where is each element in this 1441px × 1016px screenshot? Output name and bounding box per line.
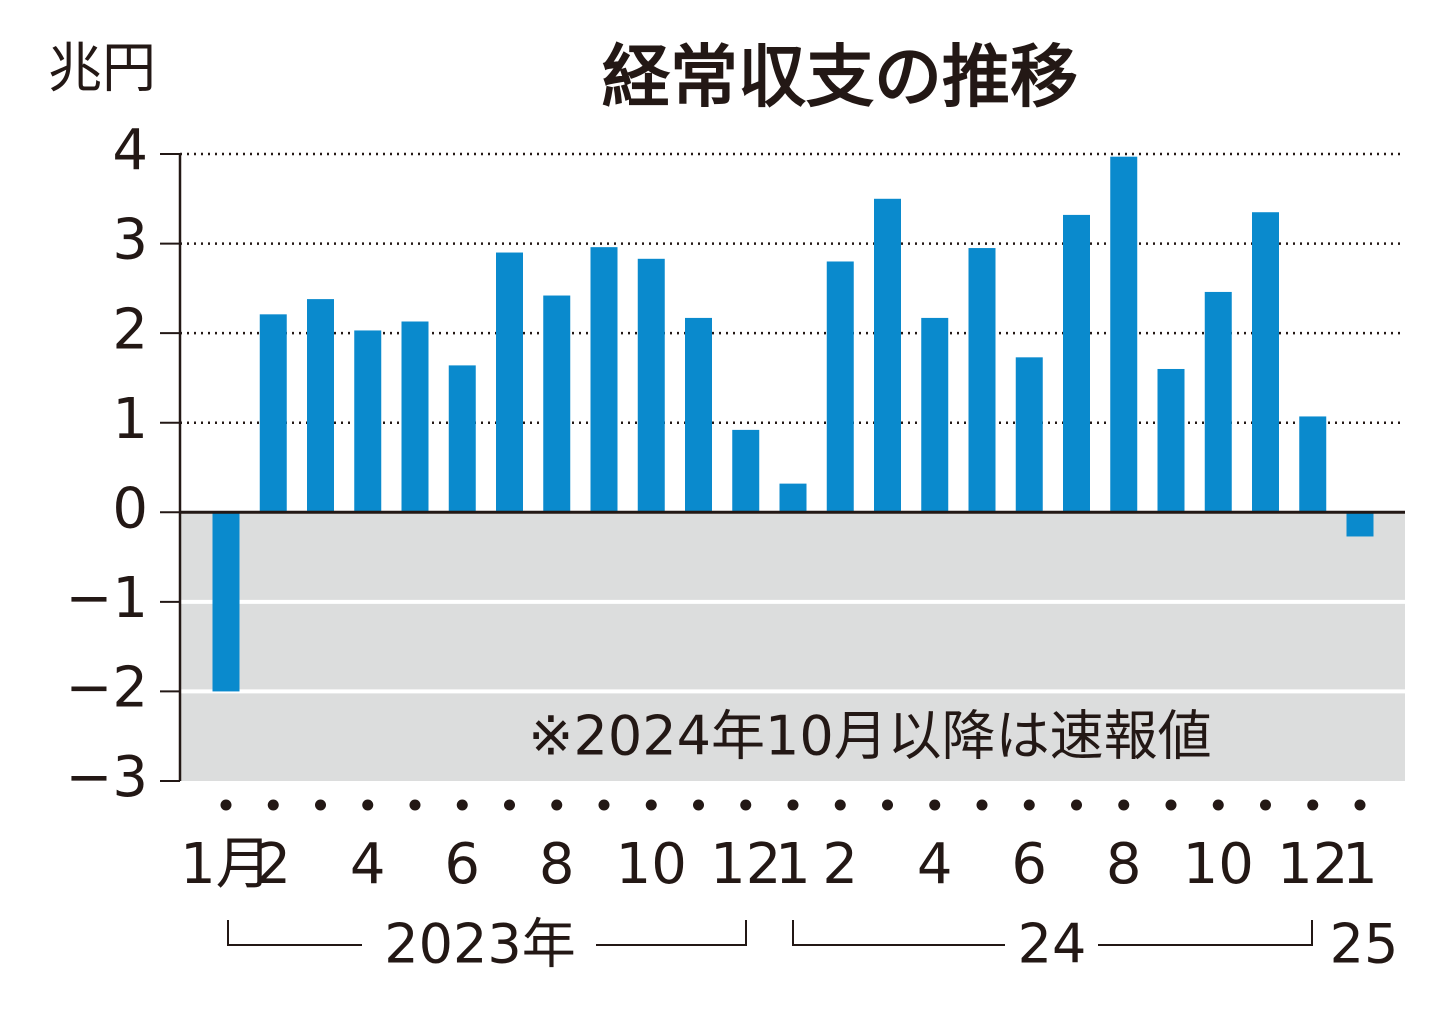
category-dot [1212, 799, 1224, 811]
bar [1299, 416, 1327, 513]
bar [1252, 212, 1279, 513]
bar [1157, 368, 1185, 513]
category-dot [929, 799, 941, 811]
bar [1204, 291, 1232, 513]
bar [779, 483, 807, 513]
negative-region [180, 512, 1405, 781]
bar [732, 429, 760, 513]
bracket [596, 920, 747, 946]
category-dot [551, 799, 563, 811]
bar [826, 261, 854, 513]
category-dot [1354, 799, 1366, 811]
category-dot [1260, 799, 1271, 811]
y-tick-label: 0 [112, 476, 148, 541]
category-dot [456, 799, 468, 811]
bar [921, 317, 949, 513]
category-dot [976, 799, 988, 811]
x-tick-label: 8 [1106, 832, 1142, 897]
category-dot [645, 799, 657, 811]
category-dot [1118, 799, 1130, 811]
bar [1063, 214, 1090, 513]
bar [354, 330, 382, 513]
y-tick-label: −2 [65, 656, 148, 721]
x-tick-label: 4 [917, 832, 953, 897]
bar [637, 258, 665, 513]
y-tick-label: 2 [112, 297, 148, 362]
bar [448, 365, 476, 513]
category-dot [882, 799, 893, 811]
y-tick-label: −1 [65, 566, 148, 631]
annotation: ※2024年10月以降は速報値 [528, 705, 1211, 768]
x-tick-label: 10 [616, 832, 687, 897]
y-tick-label: 3 [112, 208, 148, 273]
bar [401, 321, 429, 513]
x-tick-label: 1 [775, 832, 811, 897]
x-tick-label: 8 [539, 832, 575, 897]
bar [685, 317, 712, 513]
bar [968, 248, 996, 513]
bracket [227, 920, 362, 946]
chart-title: 経常収支の推移 [602, 39, 1078, 118]
x-tick-label: 6 [444, 832, 480, 897]
bar [307, 299, 334, 513]
category-dot [315, 799, 326, 811]
bar [1015, 357, 1043, 513]
x-tick-label: 1月 [180, 832, 272, 897]
category-dot [693, 799, 704, 811]
y-tick-label: 1 [112, 387, 148, 452]
x-tick-label: 10 [1183, 832, 1254, 897]
x-tick-label: 12 [1277, 832, 1348, 897]
group-label: 24 [1018, 913, 1087, 976]
category-dot [1307, 799, 1319, 811]
bracket [1098, 920, 1313, 946]
category-dot [1165, 799, 1177, 811]
bar [259, 314, 287, 513]
x-tick-label: 12 [710, 832, 781, 897]
x-tick-label: 2 [822, 832, 858, 897]
bar [590, 247, 618, 513]
x-tick-label: 6 [1011, 832, 1047, 897]
category-dot [787, 799, 799, 811]
bar [543, 295, 571, 513]
category-dot [740, 799, 752, 811]
category-dot [267, 799, 279, 811]
y-unit: 兆円 [48, 37, 156, 100]
bar [1346, 512, 1374, 537]
category-dot [834, 799, 846, 811]
x-tick-label: 4 [350, 832, 386, 897]
category-dot [409, 799, 421, 811]
category-dot [598, 799, 610, 811]
bar [496, 252, 523, 513]
category-dot [504, 799, 515, 811]
category-dot [1023, 799, 1035, 811]
group-label: 25 [1330, 913, 1399, 976]
category-dot [362, 799, 374, 811]
x-tick-label: 2 [255, 832, 291, 897]
bar [874, 198, 901, 513]
category-dot [1071, 799, 1082, 811]
group-brackets [227, 920, 1313, 946]
y-tick-label: 4 [112, 118, 148, 183]
x-tick-label: 1 [1342, 832, 1378, 897]
bar [212, 512, 240, 692]
category-dot [220, 799, 232, 811]
bar [1110, 156, 1138, 513]
y-tick-label: −3 [65, 745, 148, 810]
group-label: 2023年 [384, 913, 575, 976]
bracket [792, 920, 1005, 946]
